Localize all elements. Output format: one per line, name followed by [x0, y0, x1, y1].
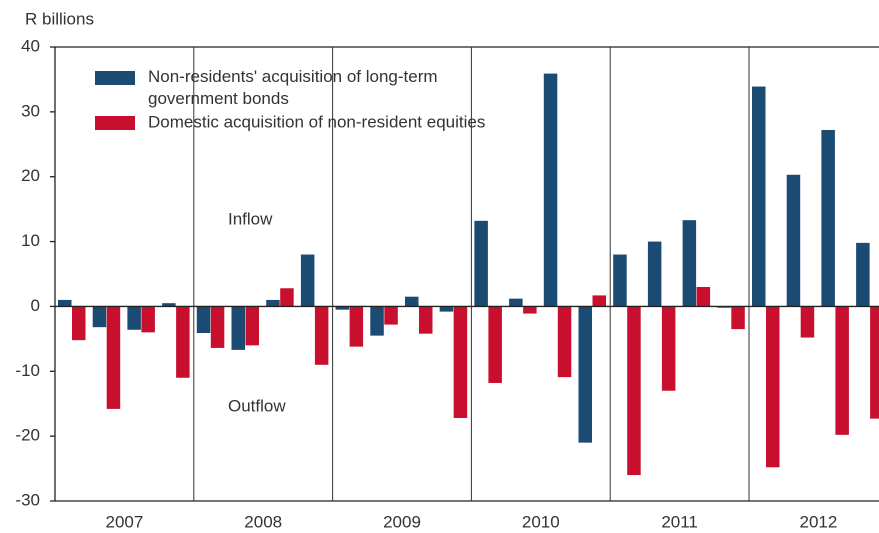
- y-tick-label: -30: [15, 490, 40, 509]
- y-tick-label: 0: [31, 296, 40, 315]
- x-tick-label: 2008: [244, 512, 282, 531]
- bar: [523, 306, 537, 314]
- bar: [176, 306, 190, 378]
- y-tick-label: 20: [21, 166, 40, 185]
- y-axis-label: R billions: [25, 9, 94, 28]
- bar: [800, 306, 815, 338]
- bar: [543, 73, 558, 307]
- bar: [196, 306, 211, 334]
- bar: [682, 220, 697, 307]
- annotation: Inflow: [228, 209, 273, 228]
- bar: [300, 254, 315, 307]
- bar: [405, 296, 419, 307]
- bar: [280, 288, 294, 307]
- bar: [335, 306, 350, 310]
- bar: [647, 241, 662, 307]
- bar: [266, 299, 280, 307]
- x-tick-label: 2012: [799, 512, 837, 531]
- bar: [592, 295, 606, 307]
- bar: [766, 306, 780, 468]
- bar: [349, 306, 364, 347]
- x-tick-label: 2011: [661, 512, 698, 531]
- bar: [245, 306, 259, 346]
- x-tick-label: 2009: [383, 512, 421, 531]
- bar: [370, 306, 384, 336]
- bar: [856, 242, 870, 307]
- bar: [613, 254, 627, 307]
- y-tick-label: 40: [21, 36, 40, 55]
- bar: [627, 306, 641, 476]
- bar: [835, 306, 849, 435]
- bar: [58, 299, 72, 307]
- legend-swatch: [95, 116, 135, 130]
- bar: [731, 306, 745, 330]
- bar: [821, 130, 835, 307]
- bar: [384, 306, 398, 325]
- bar: [127, 306, 141, 330]
- bar: [162, 303, 176, 307]
- y-tick-label: -10: [15, 361, 40, 380]
- bar: [419, 306, 433, 334]
- bar: [141, 306, 155, 333]
- annotation: Outflow: [228, 396, 286, 415]
- bar: [453, 306, 468, 418]
- bar: [488, 306, 502, 383]
- bar: [231, 306, 245, 350]
- y-tick-label: 30: [21, 101, 40, 120]
- bar: [474, 220, 488, 307]
- x-tick-label: 2007: [105, 512, 143, 531]
- bar: [439, 306, 454, 312]
- y-tick-label: -20: [15, 426, 40, 445]
- bar: [210, 306, 225, 348]
- bar: [870, 306, 879, 419]
- bar: [752, 86, 766, 307]
- bar: [92, 306, 107, 328]
- bar: [106, 306, 121, 409]
- bar: [696, 286, 711, 307]
- bar: [578, 306, 592, 443]
- legend-label: Domestic acquisition of non-resident equ…: [148, 112, 485, 131]
- legend-label: Non-residents' acquisition of long-term g…: [148, 67, 438, 108]
- bar: [314, 306, 329, 365]
- legend-swatch: [95, 71, 135, 85]
- y-tick-label: 10: [21, 231, 40, 250]
- bar: [509, 298, 523, 307]
- bar: [72, 306, 86, 341]
- bar: [661, 306, 676, 391]
- bar: [557, 306, 572, 378]
- x-tick-label: 2010: [522, 512, 560, 531]
- bar: [786, 174, 801, 307]
